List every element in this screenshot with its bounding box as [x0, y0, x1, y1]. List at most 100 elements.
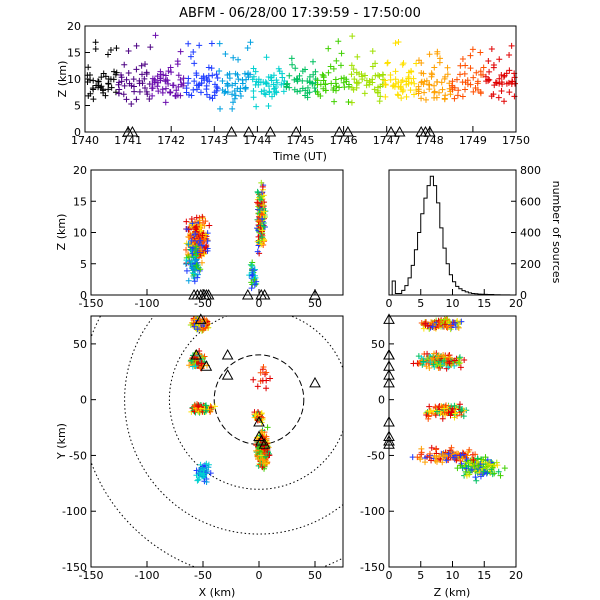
time-height-source: [405, 80, 412, 87]
time-height-source: [413, 86, 420, 93]
time-height-source: [123, 96, 130, 103]
time-height-source: [190, 48, 197, 55]
x-z-source: [202, 243, 209, 250]
plan-view-source: [257, 369, 264, 376]
plan-view-source: [259, 428, 266, 435]
y-z-source: [443, 402, 450, 409]
time-height-source: [98, 83, 105, 90]
time-height-source: [247, 39, 254, 46]
time-height-source: [421, 78, 428, 85]
time-height-source: [284, 80, 291, 87]
time-height-source: [203, 91, 210, 98]
time-height-source: [87, 77, 94, 84]
time-height-source: [177, 48, 184, 55]
tick-label: 1740: [71, 134, 99, 147]
time-height-source: [309, 80, 316, 87]
y-z-source: [471, 463, 478, 470]
time-height-source: [496, 56, 503, 63]
plan-view-source: [262, 450, 269, 457]
time-height-source: [229, 82, 236, 89]
plan-view-source: [196, 470, 203, 477]
y-z-source: [442, 316, 449, 323]
time-height-source: [108, 84, 115, 91]
time-height-source: [488, 46, 495, 53]
plan-view-source: [261, 446, 268, 453]
time-height-source: [170, 82, 177, 89]
time-height-source: [266, 83, 273, 90]
time-height-source: [279, 74, 286, 81]
tick-label: 800: [520, 164, 541, 177]
time-height-source: [449, 78, 456, 85]
y-z-source: [454, 465, 461, 472]
time-height-source: [154, 83, 161, 90]
tick-label: 15: [477, 297, 491, 310]
time-height-source: [420, 70, 427, 77]
tick-label: -100: [135, 297, 160, 310]
time-height-source: [477, 89, 484, 96]
x-z-source: [199, 219, 206, 226]
time-height-source: [162, 85, 169, 92]
x-z-source: [188, 237, 195, 244]
time-height-source: [312, 68, 319, 75]
time-height-source: [376, 73, 383, 80]
time-height-source: [208, 65, 215, 72]
time-height-source: [431, 88, 438, 95]
time-height-z-label: Z (km): [56, 61, 69, 98]
time-height-source: [262, 91, 269, 98]
time-height-source: [330, 87, 337, 94]
time-height-source: [196, 42, 203, 49]
time-height-source: [372, 60, 379, 67]
time-height-ticks: 1740 1741 1742 1743 1744 1745 1746 1747 1748 1749…: [67, 20, 530, 147]
x-z-source: [259, 234, 265, 241]
time-height-source: [235, 76, 242, 83]
time-height-source: [121, 61, 128, 68]
y-z-source: [441, 357, 448, 364]
time-height-source: [266, 88, 273, 95]
time-height-source: [369, 79, 376, 86]
time-height-source: [131, 88, 138, 95]
time-height-source: [331, 98, 338, 105]
y-z-source: [463, 472, 470, 479]
time-height-source: [162, 99, 169, 106]
y-z-source: [449, 405, 456, 412]
time-height-source: [506, 67, 513, 74]
time-height-source: [333, 57, 340, 64]
tick-label: -150: [79, 297, 104, 310]
time-height-source: [90, 86, 97, 93]
time-height-source: [136, 88, 143, 95]
time-height-source: [423, 77, 430, 84]
time-height-source: [191, 60, 198, 67]
time-height-source: [358, 73, 365, 80]
time-height-source: [250, 94, 257, 101]
y-z-source: [451, 319, 458, 326]
tick-label: 10: [73, 227, 87, 240]
tick-label: 20: [73, 164, 87, 177]
time-height-source: [230, 99, 237, 106]
z-axis-label: Z (km): [434, 586, 471, 599]
plan-view-source: [191, 316, 198, 323]
x-z-source: [197, 266, 204, 273]
tick-label: 0: [256, 569, 263, 582]
time-height-source: [185, 40, 192, 47]
height-histogram-panel: 0 5 10 15 20 800 600 400 200 0 number of sources: [386, 164, 564, 310]
time-height-source: [431, 64, 438, 71]
time-height-source: [348, 99, 355, 106]
x-z-source: [192, 257, 199, 264]
tick-label: 1749: [459, 134, 487, 147]
time-height-source: [503, 70, 510, 77]
time-height-source: [87, 90, 94, 97]
time-height-source: [294, 88, 301, 95]
time-height-source: [208, 40, 215, 47]
time-height-source: [175, 72, 182, 79]
time-height-source: [121, 82, 128, 89]
x-z-sources: [182, 179, 269, 292]
x-axis-label: X (km): [199, 586, 236, 599]
plan-view-source: [192, 362, 199, 369]
y-z-source: [450, 454, 457, 461]
range-ring: [213, 354, 305, 445]
time-height-source: [229, 91, 236, 98]
tick-label: 1747: [373, 134, 401, 147]
time-height-source: [116, 79, 123, 86]
time-height-source: [241, 70, 248, 77]
y-z-source: [426, 364, 433, 371]
